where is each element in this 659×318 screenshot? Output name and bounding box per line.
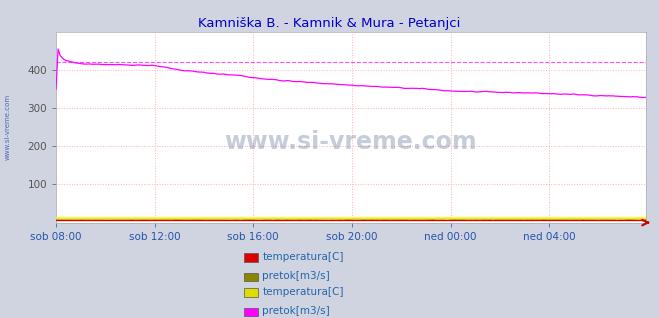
Text: temperatura[C]: temperatura[C] <box>262 287 344 297</box>
Text: Kamniška B. - Kamnik & Mura - Petanjci: Kamniška B. - Kamnik & Mura - Petanjci <box>198 17 461 31</box>
Text: pretok[m3/s]: pretok[m3/s] <box>262 271 330 281</box>
Text: www.si-vreme.com: www.si-vreme.com <box>225 130 477 155</box>
Text: www.si-vreme.com: www.si-vreme.com <box>5 94 11 160</box>
Text: pretok[m3/s]: pretok[m3/s] <box>262 306 330 316</box>
Text: temperatura[C]: temperatura[C] <box>262 252 344 262</box>
